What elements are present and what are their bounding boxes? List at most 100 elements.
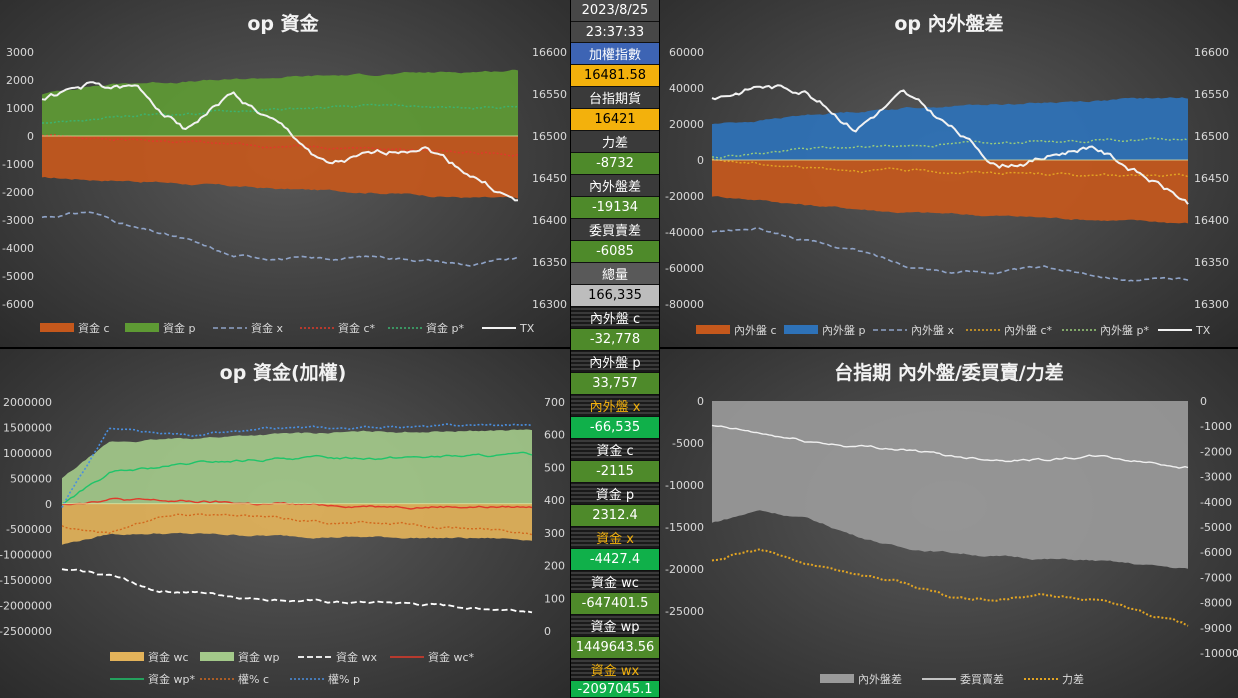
series-wp-area <box>62 429 532 504</box>
chart-op-inout: op 內外盤差 60000 40000 20000 0 -20000 -40000 -6000… <box>660 0 1238 347</box>
legend-label: 力差 <box>1062 672 1084 686</box>
y-tick-label: -1000000 <box>0 549 52 562</box>
y2-tick-label: 16550 <box>1194 88 1229 101</box>
y-tick-label: 2000000 <box>3 396 52 409</box>
series-pct-c-line <box>61 513 533 536</box>
y2-tick-label: 16300 <box>1194 298 1229 311</box>
market-sidebar: 2023/8/25 23:37:33 加權指數 16481.58 台指期貨 16… <box>571 0 659 698</box>
y2-tick-label: 16500 <box>532 130 567 143</box>
y-tick-label: 0 <box>697 154 704 167</box>
y-tick-label: 60000 <box>669 46 704 59</box>
y2-tick-label: -10000 <box>1200 647 1238 660</box>
y2-tick-label: -5000 <box>1200 521 1232 534</box>
y2-tick-label: 0 <box>1200 395 1207 408</box>
label-funds-x: 資金 x <box>571 527 659 549</box>
sidebar-date: 2023/8/25 <box>571 0 659 22</box>
y2-tick-label: 16550 <box>532 88 567 101</box>
y2-tick-label: -1000 <box>1200 420 1232 433</box>
label-inout-x: 內外盤 x <box>571 395 659 417</box>
value-funds-wc: -647401.5 <box>571 593 659 615</box>
legend-swatch <box>200 652 234 661</box>
value-funds-p: 2312.4 <box>571 505 659 527</box>
label-funds-wx: 資金 wx <box>571 659 659 681</box>
y-tick-label: 1000000 <box>3 447 52 460</box>
value-inout-x: -66,535 <box>571 417 659 439</box>
series--area <box>712 401 1188 569</box>
value-futures: 16421 <box>571 109 659 131</box>
legend-label: 內外盤 p <box>822 324 865 337</box>
legend-label: 資金 c <box>78 321 110 335</box>
chart-op-inout-svg: op 內外盤差 60000 40000 20000 0 -20000 -40000 -6000… <box>665 12 1229 337</box>
y2-tick-label: 400 <box>544 494 565 507</box>
label-funds-wc: 資金 wc <box>571 571 659 593</box>
series-c-area <box>42 136 518 199</box>
value-funds-wx: -2097045.1 <box>571 681 659 698</box>
y-tick-label: -25000 <box>665 605 704 618</box>
y-tick-label: -1500000 <box>0 574 52 587</box>
value-power-diff: -8732 <box>571 153 659 175</box>
series-wc-area <box>62 503 532 545</box>
series-p-star-line <box>711 137 1189 159</box>
series-tx-line <box>41 81 519 202</box>
chart-futures-inout-svg: 台指期 內外盤/委買賣/力差0-5000-10000-15000-20000-2… <box>665 361 1238 686</box>
chart-op-funds-svg: op 資金 3000 2000 1000 0 -1000 -2000 -3000 -4000 -5… <box>2 12 567 335</box>
series-tx-line <box>711 84 1189 205</box>
value-funds-c: -2115 <box>571 461 659 483</box>
label-inout-diff: 內外盤差 <box>571 175 659 197</box>
y-tick-label: -60000 <box>665 262 704 275</box>
chart-title: op 內外盤差 <box>894 12 1003 35</box>
y2-tick-label: -8000 <box>1200 597 1232 610</box>
label-futures: 台指期貨 <box>571 87 659 109</box>
y2-tick-label: 16600 <box>532 46 567 59</box>
y2-tick-label: 100 <box>544 592 565 605</box>
legend-label: 資金 wc <box>148 650 189 664</box>
value-inout-diff: -19134 <box>571 197 659 219</box>
legend-label: 資金 wc* <box>428 650 475 664</box>
series--line <box>711 548 1189 627</box>
chart-op-funds-weighted-svg: op 資金(加權) 2000000 1500000 1000000 500000 0 -50… <box>0 361 565 686</box>
legend-swatch <box>784 325 818 334</box>
series-wp-star-line <box>61 451 533 505</box>
y-tick-label: -15000 <box>665 521 704 534</box>
y-tick-label: 3000 <box>6 46 34 59</box>
legend-label: 資金 wp <box>238 650 279 664</box>
series-x-line <box>41 211 519 267</box>
label-funds-c: 資金 c <box>571 439 659 461</box>
legend-swatch <box>820 674 854 683</box>
value-inout-p: 33,757 <box>571 373 659 395</box>
label-volume: 總量 <box>571 263 659 285</box>
y-tick-label: -5000 <box>2 270 34 283</box>
y-tick-label: -80000 <box>665 298 704 311</box>
y-tick-label: -20000 <box>665 563 704 576</box>
sidebar-time: 23:37:33 <box>571 22 659 43</box>
legend-label: 內外盤差 <box>858 672 902 686</box>
y-tick-label: 1500000 <box>3 421 52 434</box>
y2-tick-label: 300 <box>544 527 565 540</box>
chart-title: op 資金(加權) <box>220 361 347 384</box>
legend-label: 資金 p* <box>426 321 464 335</box>
y-tick-label: -20000 <box>665 190 704 203</box>
chart-title: 台指期 內外盤/委買賣/力差 <box>834 361 1064 384</box>
value-funds-wp: 1449643.56 <box>571 637 659 659</box>
label-power-diff: 力差 <box>571 131 659 153</box>
y-tick-label: -5000 <box>672 437 704 450</box>
y-tick-label: 0 <box>697 395 704 408</box>
series-c-area <box>712 160 1188 224</box>
legend-label: 資金 c* <box>338 321 376 335</box>
series-x-line <box>711 226 1189 282</box>
label-funds-wp: 資金 wp <box>571 615 659 637</box>
y2-tick-label: -4000 <box>1200 496 1232 509</box>
legend-label: 內外盤 x <box>911 324 954 337</box>
series-wc-star-line <box>62 497 533 510</box>
y-tick-label: 2000 <box>6 74 34 87</box>
y-tick-label: 20000 <box>669 118 704 131</box>
value-funds-x: -4427.4 <box>571 549 659 571</box>
legend-swatch <box>696 325 730 334</box>
label-bidask-diff: 委買賣差 <box>571 219 659 241</box>
y2-tick-label: 200 <box>544 560 565 573</box>
series-c-star-line <box>711 158 1189 178</box>
series-p-area <box>712 97 1188 160</box>
y2-tick-label: 16450 <box>1194 172 1229 185</box>
y2-tick-label: 16300 <box>532 298 567 311</box>
label-funds-p: 資金 p <box>571 483 659 505</box>
